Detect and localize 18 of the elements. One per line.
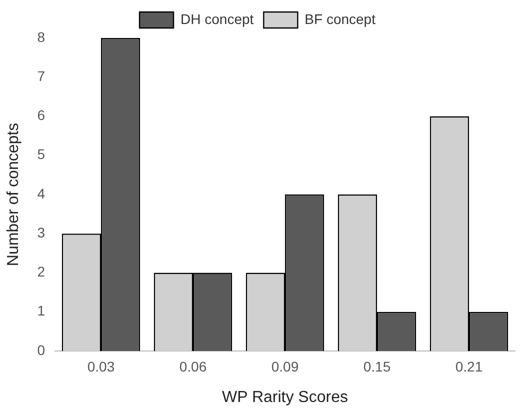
y-tick-label: 8: [37, 28, 46, 45]
x-axis-title: WP Rarity Scores: [222, 388, 348, 406]
legend-label: BF concept: [304, 10, 376, 27]
y-tick-label: 5: [37, 146, 46, 162]
y-tick-label: 0: [37, 342, 46, 358]
x-tick-label: 0.15: [363, 358, 391, 374]
x-tick-label: 0.06: [179, 358, 207, 374]
x-tick-label: 0.21: [455, 358, 483, 374]
x-tick-label: 0.03: [87, 358, 115, 374]
y-tick-label: 4: [37, 185, 46, 202]
y-tick-label: 2: [37, 264, 46, 280]
y-tick-label: 7: [37, 68, 46, 84]
y-tick-label: 6: [37, 107, 46, 124]
x-tick-label: 0.09: [271, 358, 299, 374]
y-tick-label: 3: [37, 224, 46, 240]
legend-label: DH concept: [180, 10, 254, 27]
y-axis-title: Number of concepts: [5, 122, 22, 266]
y-tick-label: 1: [37, 302, 46, 319]
